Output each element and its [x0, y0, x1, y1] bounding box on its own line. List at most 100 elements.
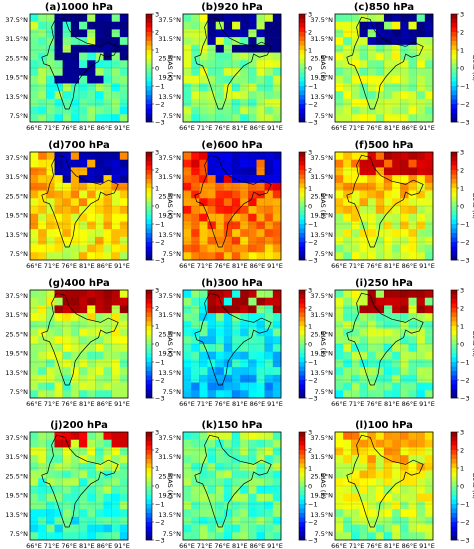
grid-cell [400, 75, 409, 84]
colorbar-step [299, 335, 305, 340]
grid-cell [119, 524, 129, 533]
lon-tick-label: 71°E [349, 124, 365, 132]
grid-cell [408, 37, 417, 46]
grid-cell [256, 532, 265, 541]
grid-cell [79, 213, 88, 222]
grid-cell [70, 470, 80, 479]
map-panel-c: (c)850 hPa37.5°N31.5°N25.5°N19.5°N13.5°N… [310, 2, 474, 132]
grid-cell [95, 252, 104, 261]
grid-cell [30, 390, 39, 399]
grid-cell [367, 114, 377, 123]
grid-cell [367, 320, 377, 329]
grid-cell [335, 305, 344, 314]
colorbar-step [451, 375, 457, 381]
grid-cell [79, 198, 88, 207]
grid-cell [343, 478, 352, 487]
grid-cell [191, 159, 200, 168]
lon-tick-label: 81°E [232, 262, 248, 270]
lat-tick-label: 31.5°N [158, 453, 181, 461]
colorbar-step [299, 486, 305, 491]
colorbar-step [146, 210, 152, 216]
grid-cell [119, 351, 129, 360]
grid-cell [95, 320, 104, 329]
grid-cell [384, 190, 393, 199]
colorbar-step [451, 330, 457, 336]
grid-cell [191, 493, 200, 502]
panel-title: (f)500 hPa [355, 140, 414, 151]
colorbar-step [299, 161, 305, 166]
grid-cell [95, 501, 104, 510]
india-outline [41, 154, 119, 248]
grid-cell [343, 52, 352, 61]
grid-cell [46, 190, 55, 199]
grid-cell [38, 98, 47, 107]
colorbar-step [451, 499, 457, 505]
grid-cell [111, 229, 121, 238]
grid-cell [384, 447, 393, 456]
grid-cell [95, 374, 104, 383]
grid-cell [248, 305, 257, 314]
colorbar-step [451, 303, 457, 309]
grid-cell [207, 486, 216, 495]
grid-cell [119, 167, 129, 176]
grid-cell [256, 516, 265, 525]
grid-cell [367, 532, 377, 541]
panel-title: (k)150 hPa [201, 420, 262, 431]
grid-cell [272, 98, 282, 107]
grid-cell [351, 367, 360, 376]
grid-cell [191, 206, 200, 215]
grid-cell [416, 182, 426, 191]
grid-cell [207, 83, 216, 92]
grid-cell [240, 462, 249, 471]
grid-cell [359, 182, 368, 191]
grid-cell [264, 175, 274, 184]
lon-tick-label: 66°E [26, 124, 42, 132]
grid-cell [351, 252, 360, 261]
panel-title: (i)250 hPa [355, 278, 413, 289]
colorbar-tick-label: −2 [460, 376, 470, 384]
grid-cell [111, 14, 121, 23]
panel-title: (a)1000 hPa [45, 2, 113, 13]
grid-cell [416, 493, 426, 502]
grid-cell [183, 91, 192, 100]
panel-title: (c)850 hPa [354, 2, 414, 13]
grid-cell [38, 516, 47, 525]
colorbar-step [146, 201, 152, 207]
india-outline [194, 434, 272, 528]
grid-cell [232, 229, 241, 238]
colorbar-step [451, 81, 457, 87]
colorbar-tick-label: 2 [155, 28, 159, 36]
grid-cell [264, 60, 274, 69]
grid-cell [351, 236, 360, 245]
grid-cell [248, 229, 257, 238]
grid-cell [264, 152, 274, 161]
grid-cell [111, 486, 121, 495]
colorbar-tick-label: −3 [308, 394, 318, 402]
grid-cell [408, 297, 417, 306]
grid-cell [79, 359, 88, 368]
grid-cell [46, 75, 55, 84]
grid-cell [351, 37, 360, 46]
grid-cell [272, 509, 282, 518]
grid-cell [248, 213, 257, 222]
grid-cell [416, 44, 426, 53]
grid-cell [264, 493, 274, 502]
colorbar-step [146, 161, 152, 166]
colorbar-step [146, 174, 152, 180]
grid-cell [54, 344, 63, 353]
grid-cell [367, 206, 377, 215]
grid-cell [70, 390, 80, 399]
grid-cell [416, 106, 426, 115]
grid-cell [95, 98, 104, 107]
grid-cell [183, 439, 192, 448]
colorbar-step [299, 441, 305, 446]
grid-cell [416, 190, 426, 199]
grid-cell [416, 21, 426, 30]
grid-cell [54, 29, 63, 38]
grid-cell [392, 236, 401, 245]
grid-cell [103, 532, 112, 541]
colorbar-label: BIAS (K) [319, 55, 327, 81]
grid-cell [240, 374, 249, 383]
grid-cell [30, 213, 39, 222]
grid-cell [343, 60, 352, 69]
